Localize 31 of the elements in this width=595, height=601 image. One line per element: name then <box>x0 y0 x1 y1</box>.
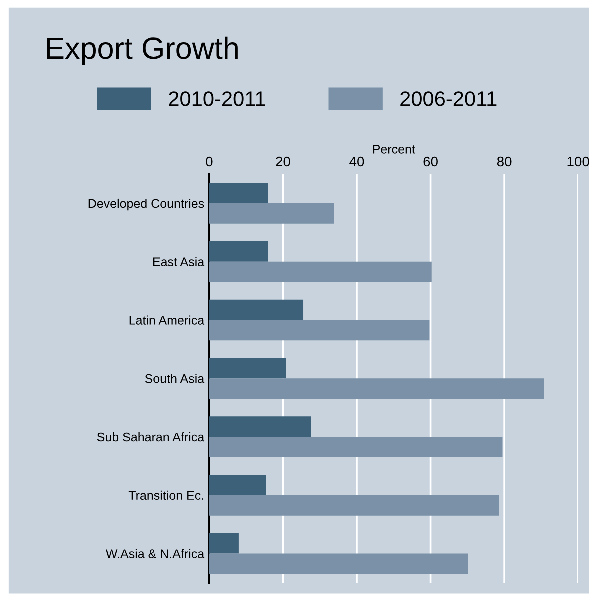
legend-label: 2006-2011 <box>400 92 497 106</box>
y-tick-label: Transition Ec. <box>128 490 204 500</box>
bar <box>209 437 503 458</box>
bar <box>209 495 500 516</box>
bar <box>209 300 304 320</box>
bar <box>209 203 334 224</box>
x-tick-label: 40 <box>350 156 364 167</box>
legend-label: 2010-2011 <box>169 92 266 106</box>
bar <box>209 241 268 262</box>
x-axis-title: Percent <box>373 145 416 154</box>
x-tick-label: 20 <box>276 156 290 167</box>
y-tick-label: W.Asia & N.Africa <box>106 549 205 558</box>
bar <box>209 474 266 496</box>
bar <box>209 416 312 438</box>
bar <box>209 378 544 400</box>
y-tick-label: South Asia <box>145 374 205 384</box>
bar <box>209 554 468 574</box>
chart-title: Export Growth <box>47 36 238 66</box>
bar <box>209 262 432 282</box>
y-tick-label: Developed Countries <box>88 198 204 211</box>
x-tick-label: 0 <box>206 156 213 167</box>
bar <box>209 533 239 554</box>
bar <box>209 183 268 204</box>
x-tick-label: 80 <box>497 156 512 167</box>
x-tick-label: 60 <box>424 156 438 167</box>
x-tick-label: 100 <box>568 156 590 167</box>
bar <box>209 358 286 379</box>
y-tick-label: Sub Saharan Africa <box>97 432 205 442</box>
y-tick-label: East Asia <box>153 257 205 267</box>
bar <box>209 320 430 341</box>
y-tick-label: Latin America <box>130 316 205 325</box>
